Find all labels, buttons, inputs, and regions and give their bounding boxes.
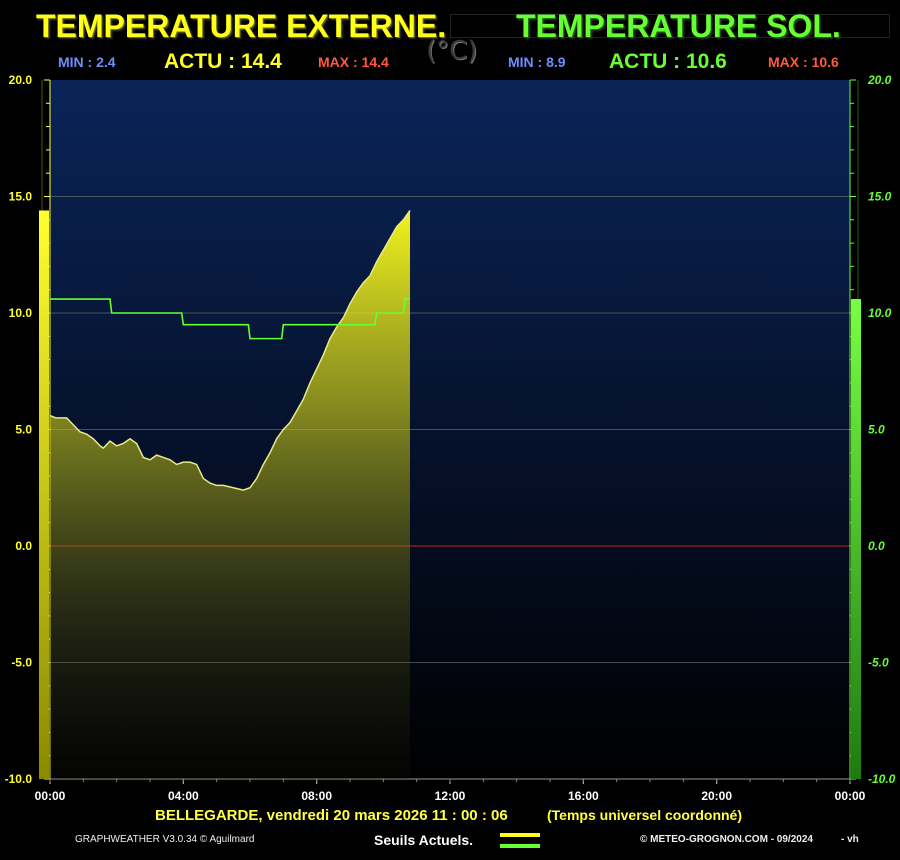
location-date: BELLEGARDE, vendredi 20 mars 2026 11 : 0…: [155, 807, 508, 824]
sol-actu: ACTU : 10.6: [609, 50, 727, 73]
y-tick-label-right: 15.0: [868, 190, 892, 204]
title-temperature-sol: TEMPERATURE SOL.: [516, 8, 841, 44]
y-tick-label-right: 0.0: [868, 539, 885, 553]
ext-min: MIN : 2.4: [58, 54, 116, 70]
x-tick-label: 00:00: [35, 789, 66, 803]
ext-max: MAX : 14.4: [318, 54, 389, 70]
x-tick-label: 20:00: [701, 789, 732, 803]
unit-label: (°C): [426, 36, 478, 66]
copyright-label: © METEO-GROGNON.COM - 09/2024: [640, 834, 813, 845]
x-tick-label: 04:00: [168, 789, 199, 803]
series-sol-line: [50, 298, 410, 340]
threshold-bar-ext: [39, 210, 49, 780]
y-tick-label-right: 20.0: [867, 73, 892, 87]
title-frame: [450, 14, 890, 38]
y-tick-label-left: 10.0: [9, 306, 33, 320]
x-tick-label: 12:00: [435, 789, 466, 803]
y-tick-label-left: 20.0: [9, 73, 33, 87]
x-tick-label: 16:00: [568, 789, 599, 803]
threshold-sol-swatch: [500, 844, 540, 848]
seuils-label: Seuils Actuels.: [374, 832, 474, 848]
series-ext-area: [50, 210, 410, 780]
y-tick-label-left: 5.0: [15, 423, 32, 437]
timezone-label: (Temps universel coordonné): [547, 807, 742, 823]
x-tick-label: 08:00: [301, 789, 332, 803]
y-tick-label-left: 15.0: [9, 190, 33, 204]
y-tick-label-left: -5.0: [11, 656, 32, 670]
suffix-label: - vh: [841, 834, 859, 845]
y-tick-label-left: -10.0: [5, 772, 33, 786]
sol-min: MIN : 8.9: [508, 54, 566, 70]
y-tick-label-right: 10.0: [868, 306, 892, 320]
y-tick-label-right: -10.0: [868, 772, 896, 786]
threshold-ext-swatch: [500, 833, 540, 837]
version-label: GRAPHWEATHER V3.0.34 © Aguilmard: [75, 834, 255, 845]
threshold-bar-sol: [851, 299, 861, 779]
series-ext-line: [49, 210, 411, 491]
y-tick-label-left: 0.0: [15, 539, 32, 553]
x-tick-label: 00:00: [835, 789, 866, 803]
ext-actu: ACTU : 14.4: [164, 50, 282, 73]
title-temperature-externe: TEMPERATURE EXTERNE.: [36, 8, 447, 44]
y-tick-label-right: 5.0: [868, 423, 885, 437]
sol-max: MAX : 10.6: [768, 54, 839, 70]
y-tick-label-right: -5.0: [868, 656, 889, 670]
